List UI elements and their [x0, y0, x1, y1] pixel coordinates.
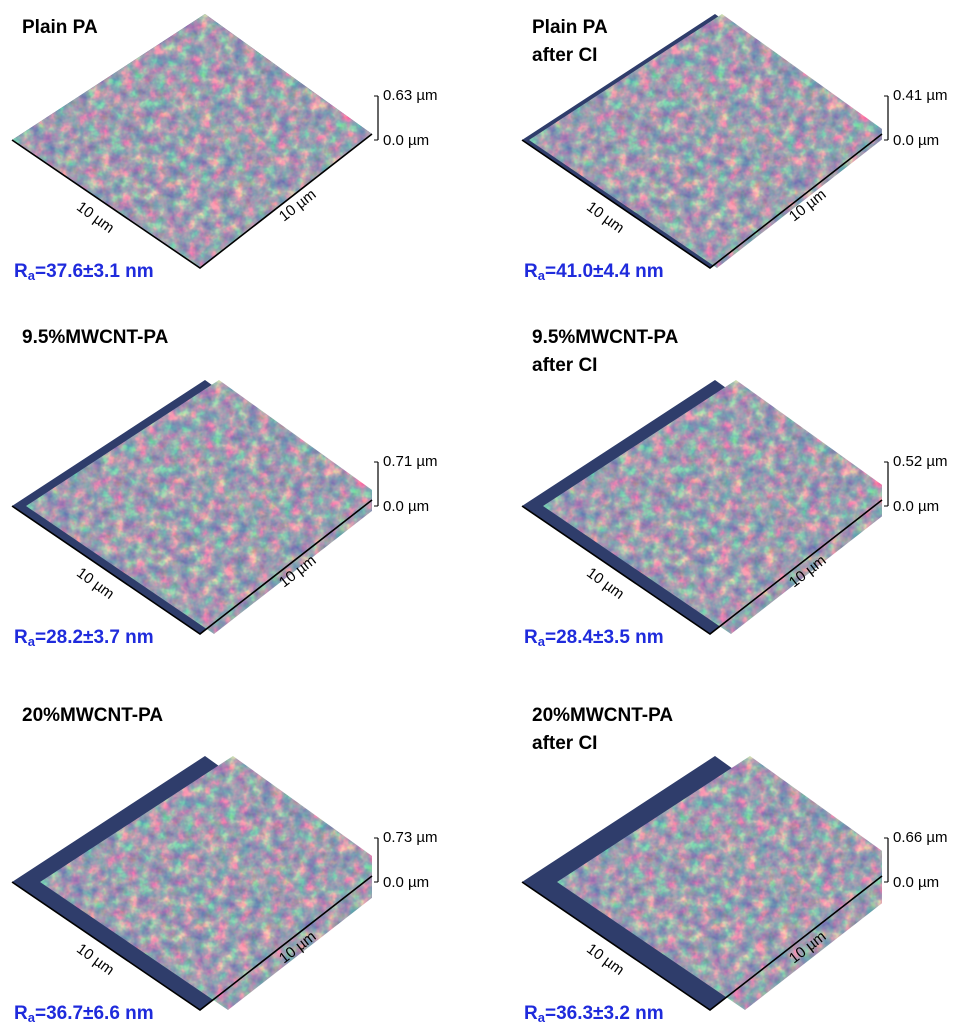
ra-value: =36.3±3.2 nm [545, 1003, 664, 1024]
panel-title: Plain PA [22, 17, 98, 38]
panel-title: 9.5%MWCNT-PA [22, 327, 169, 348]
z-min-label: 0.0 µm [893, 498, 939, 515]
z-max-label: 0.71 µm [383, 453, 438, 470]
roughness-label: Ra=36.7±6.6 nm [14, 1003, 154, 1025]
ra-value: =37.6±3.1 nm [35, 261, 154, 282]
z-max-label: 0.41 µm [893, 87, 948, 104]
surface-texture [12, 380, 372, 634]
z-max-label: 0.63 µm [383, 87, 438, 104]
ra-symbol: R [14, 1003, 28, 1024]
roughness-label: Ra=37.6±3.1 nm [14, 261, 154, 283]
z-min-label: 0.0 µm [893, 132, 939, 149]
panel-title: Plain PA [532, 17, 608, 38]
z-max-label: 0.52 µm [893, 453, 948, 470]
z-max-label: 0.66 µm [893, 829, 948, 846]
roughness-label: Ra=36.3±3.2 nm [524, 1003, 664, 1025]
z-min-label: 0.0 µm [383, 498, 429, 515]
ra-value: =36.7±6.6 nm [35, 1003, 154, 1024]
figure: Plain PA0.63 µm0.0 µm10 µm10 µmRa=37.6±3… [0, 0, 970, 1029]
panel-title: after CI [532, 355, 597, 376]
ra-symbol: R [524, 1003, 538, 1024]
surface-texture [12, 756, 372, 1010]
surface-texture [522, 380, 882, 634]
panel-title: 9.5%MWCNT-PA [532, 327, 679, 348]
roughness-label: Ra=28.4±3.5 nm [524, 627, 664, 649]
roughness-label: Ra=28.2±3.7 nm [14, 627, 154, 649]
panel-title: 20%MWCNT-PA [22, 705, 163, 726]
panel-title: after CI [532, 45, 597, 66]
ra-value: =28.4±3.5 nm [545, 627, 664, 648]
z-min-label: 0.0 µm [893, 874, 939, 891]
ra-symbol: R [524, 261, 538, 282]
ra-symbol: R [14, 261, 28, 282]
z-min-label: 0.0 µm [383, 132, 429, 149]
surface-texture [522, 756, 882, 1010]
ra-symbol: R [524, 627, 538, 648]
surface-texture [12, 14, 372, 268]
panel-title: after CI [532, 733, 597, 754]
roughness-label: Ra=41.0±4.4 nm [524, 261, 664, 283]
ra-symbol: R [14, 627, 28, 648]
z-max-label: 0.73 µm [383, 829, 438, 846]
ra-value: =28.2±3.7 nm [35, 627, 154, 648]
z-min-label: 0.0 µm [383, 874, 429, 891]
panel-title: 20%MWCNT-PA [532, 705, 673, 726]
ra-value: =41.0±4.4 nm [545, 261, 664, 282]
